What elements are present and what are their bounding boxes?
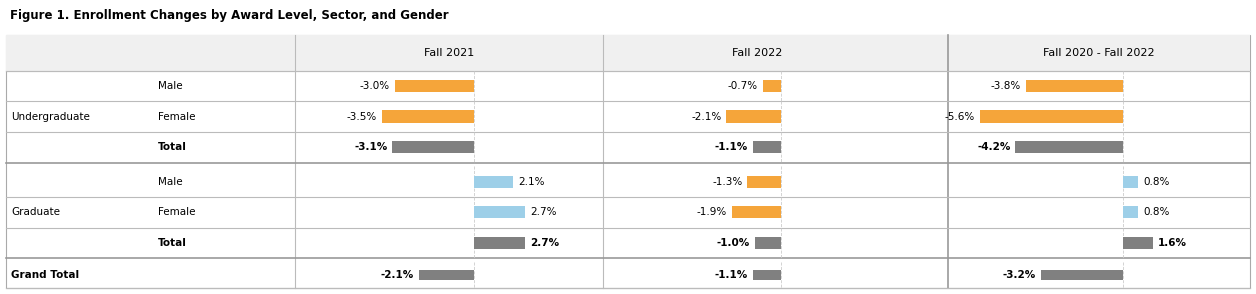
Bar bbox=[392, 141, 474, 153]
Bar bbox=[1123, 176, 1138, 188]
Text: Male: Male bbox=[158, 81, 183, 91]
Bar bbox=[396, 80, 474, 92]
Text: 0.8%: 0.8% bbox=[1143, 177, 1169, 187]
Text: -1.1%: -1.1% bbox=[715, 270, 747, 280]
Text: 2.7%: 2.7% bbox=[530, 207, 556, 217]
Text: -3.0%: -3.0% bbox=[360, 81, 391, 91]
Bar bbox=[474, 237, 525, 249]
Text: Fall 2021: Fall 2021 bbox=[423, 48, 475, 58]
Bar bbox=[752, 270, 781, 280]
Text: Fall 2020 - Fall 2022: Fall 2020 - Fall 2022 bbox=[1044, 48, 1154, 58]
Text: 0.8%: 0.8% bbox=[1143, 207, 1169, 217]
Text: Fall 2022: Fall 2022 bbox=[731, 48, 782, 58]
Text: 2.7%: 2.7% bbox=[530, 238, 559, 248]
Text: -4.2%: -4.2% bbox=[977, 142, 1010, 152]
Bar bbox=[980, 111, 1123, 123]
Text: Undergraduate: Undergraduate bbox=[11, 112, 90, 122]
Text: Figure 1. Enrollment Changes by Award Level, Sector, and Gender: Figure 1. Enrollment Changes by Award Le… bbox=[10, 9, 448, 22]
Bar bbox=[732, 206, 781, 218]
Bar bbox=[1026, 80, 1123, 92]
Bar bbox=[1123, 237, 1153, 249]
Bar bbox=[6, 35, 1250, 288]
Bar bbox=[1041, 270, 1123, 280]
Bar bbox=[6, 35, 1250, 71]
Text: -0.7%: -0.7% bbox=[728, 81, 759, 91]
Text: Graduate: Graduate bbox=[11, 207, 60, 217]
Bar bbox=[474, 176, 514, 188]
Bar bbox=[755, 237, 781, 249]
Text: -1.3%: -1.3% bbox=[712, 177, 742, 187]
Bar bbox=[418, 270, 474, 280]
Text: -1.1%: -1.1% bbox=[715, 142, 747, 152]
Bar bbox=[382, 111, 474, 123]
Text: Total: Total bbox=[158, 142, 187, 152]
Bar bbox=[726, 111, 781, 123]
Text: Female: Female bbox=[158, 207, 196, 217]
Text: Female: Female bbox=[158, 112, 196, 122]
Bar bbox=[764, 80, 781, 92]
Text: -2.1%: -2.1% bbox=[381, 270, 413, 280]
Bar bbox=[1015, 141, 1123, 153]
Text: Grand Total: Grand Total bbox=[11, 270, 79, 280]
Text: -5.6%: -5.6% bbox=[945, 112, 975, 122]
Bar bbox=[474, 206, 525, 218]
Text: -3.1%: -3.1% bbox=[354, 142, 387, 152]
Bar bbox=[747, 176, 781, 188]
Text: -3.5%: -3.5% bbox=[347, 112, 377, 122]
Text: Male: Male bbox=[158, 177, 183, 187]
Text: 2.1%: 2.1% bbox=[519, 177, 545, 187]
Bar bbox=[1123, 206, 1138, 218]
Text: 1.6%: 1.6% bbox=[1158, 238, 1187, 248]
Bar bbox=[752, 141, 781, 153]
Text: -1.9%: -1.9% bbox=[696, 207, 727, 217]
Text: -3.8%: -3.8% bbox=[991, 81, 1021, 91]
Text: -2.1%: -2.1% bbox=[691, 112, 721, 122]
Text: -1.0%: -1.0% bbox=[717, 238, 750, 248]
Text: Total: Total bbox=[158, 238, 187, 248]
Text: -3.2%: -3.2% bbox=[1002, 270, 1036, 280]
